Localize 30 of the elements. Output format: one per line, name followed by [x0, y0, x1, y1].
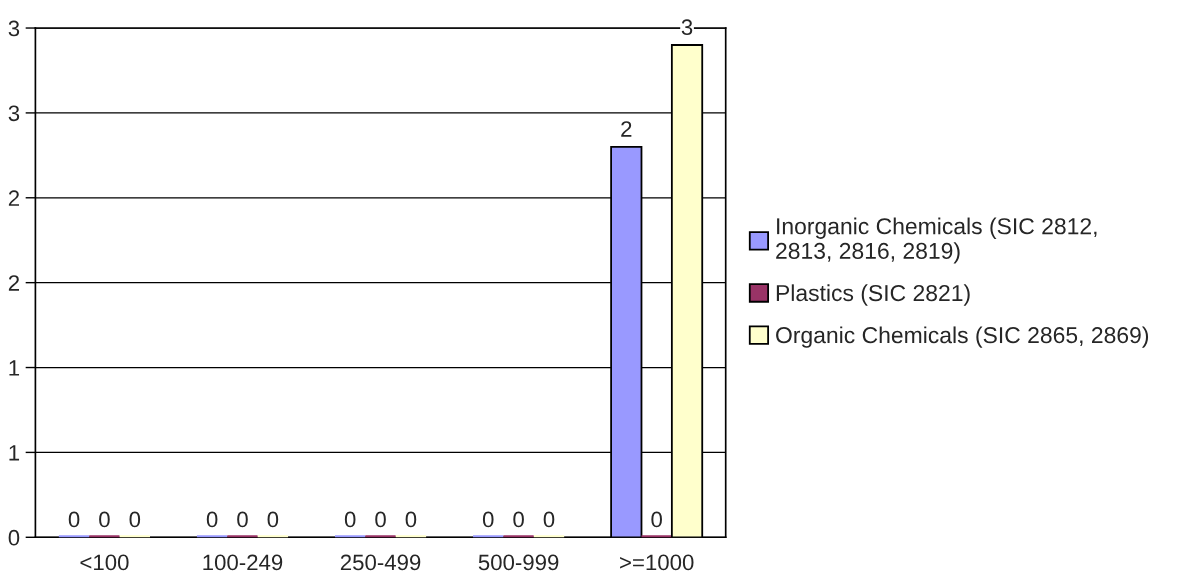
- y-tick-label: 3: [8, 105, 20, 122]
- y-tick-label: 3: [8, 20, 20, 37]
- data-label: 0: [543, 511, 555, 528]
- data-label: 0: [237, 511, 248, 528]
- data-label: 0: [344, 511, 356, 528]
- x-tick-label: 500-999: [478, 554, 559, 571]
- data-label: 0: [206, 511, 218, 528]
- data-label: 0: [513, 511, 524, 528]
- data-label: 0: [482, 511, 494, 528]
- legend-label: Plastics (SIC 2821): [776, 284, 970, 306]
- data-label: 2: [621, 121, 632, 137]
- data-label: 0: [267, 511, 279, 528]
- data-label: 3: [681, 19, 693, 36]
- y-tick-label: 2: [8, 275, 20, 291]
- x-tick-label: 250-499: [340, 554, 421, 571]
- x-tick-label: >=1000: [620, 554, 694, 571]
- legend-label: Organic Chemicals (SIC 2865, 2869): [776, 326, 1149, 348]
- data-label: 0: [375, 511, 386, 528]
- data-label: 0: [405, 511, 417, 528]
- data-label: 0: [99, 511, 110, 528]
- data-label: 0: [651, 511, 662, 528]
- x-tick-label: 100-249: [203, 554, 283, 571]
- y-tick-label: 0: [8, 529, 20, 546]
- legend-label: Inorganic Chemicals (SIC 2812, 2813, 2816, 2819): [776, 217, 1097, 264]
- y-tick-label: 1: [9, 445, 20, 461]
- data-label: 0: [68, 511, 80, 528]
- y-tick-label: 1: [9, 360, 20, 376]
- data-label: 0: [129, 511, 141, 528]
- x-tick-label: <100: [80, 554, 129, 571]
- y-tick-label: 2: [8, 190, 20, 206]
